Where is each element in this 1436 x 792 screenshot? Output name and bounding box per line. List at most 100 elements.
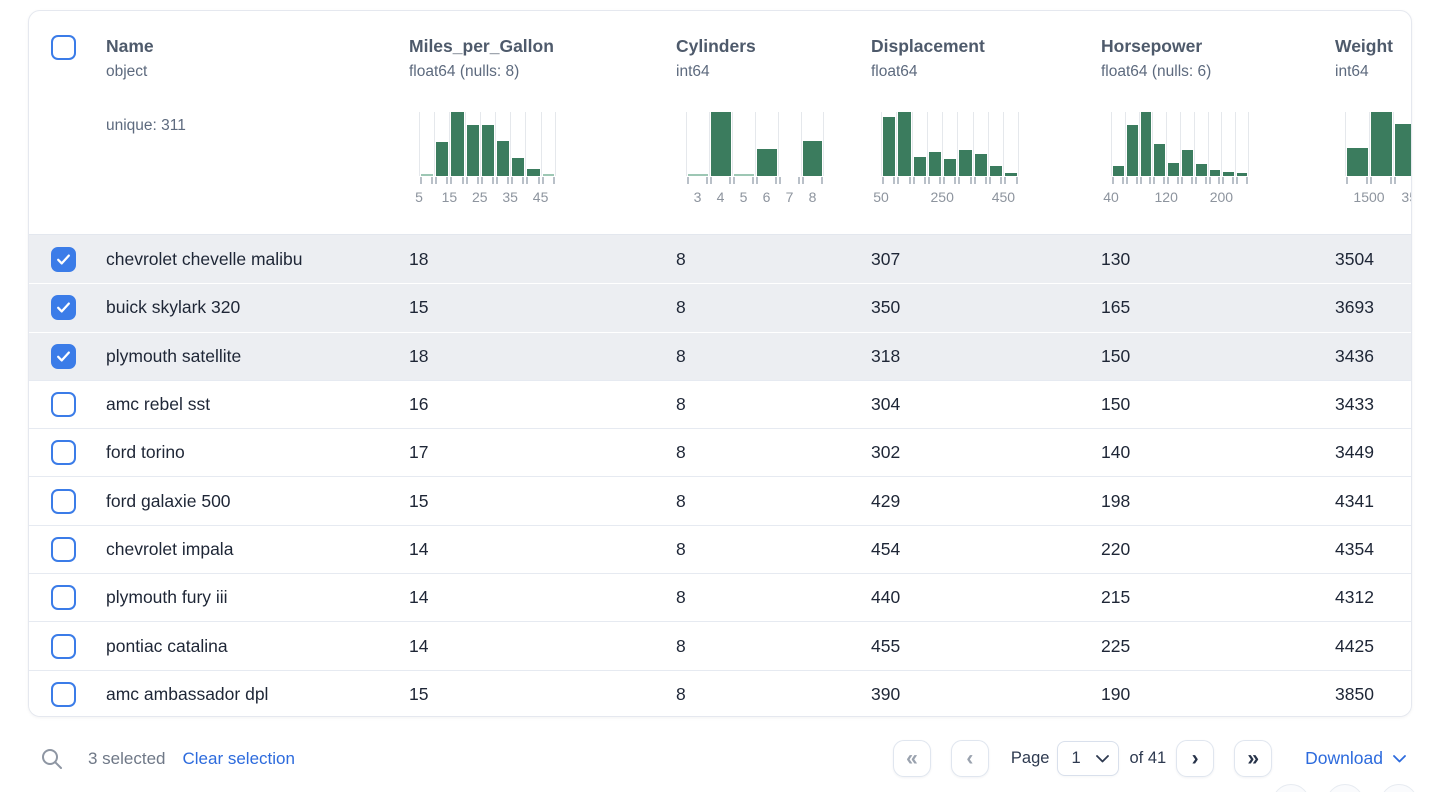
cell-name: ford torino — [106, 442, 185, 463]
table-row[interactable]: buick skylark 320 15 8 350 165 3693 — [29, 283, 1411, 332]
histogram-bar — [688, 173, 708, 176]
cell-name: buick skylark 320 — [106, 297, 241, 318]
histogram-bar — [527, 168, 540, 176]
mpg-histogram[interactable]: 5 15 25 35 45 — [409, 112, 676, 207]
axis-tick — [1125, 177, 1138, 184]
histogram-bars — [1111, 112, 1249, 176]
select-all-checkbox[interactable] — [51, 35, 76, 60]
axis-tick — [1167, 177, 1179, 184]
column-title[interactable]: Cylinders — [676, 36, 756, 56]
cell-disp: 455 — [871, 635, 901, 656]
select-all-cell — [29, 11, 106, 234]
cell-cyl: 8 — [676, 345, 686, 366]
row-checkbox[interactable] — [51, 585, 76, 611]
clear-selection-link[interactable]: Clear selection — [182, 748, 295, 768]
selected-count: 3 selected — [88, 748, 166, 768]
column-title[interactable]: Horsepower — [1101, 36, 1203, 56]
row-checkbox[interactable] — [51, 681, 76, 707]
axis-tick-label: 450 — [991, 189, 1016, 205]
axis-tick — [435, 177, 449, 184]
axis-tick — [1222, 177, 1235, 184]
row-checkbox[interactable] — [51, 295, 76, 321]
table-row[interactable]: pontiac catalina 14 8 455 225 4425 — [29, 621, 1411, 670]
cell-disp: 307 — [871, 248, 901, 269]
row-checkbox[interactable] — [51, 633, 76, 659]
cell-name: ford galaxie 500 — [106, 490, 231, 511]
axis-tick — [687, 177, 708, 184]
histogram-bar — [1195, 164, 1207, 176]
row-checkbox-cell — [29, 681, 106, 707]
histogram-bin — [1369, 112, 1393, 176]
row-checkbox[interactable] — [51, 488, 76, 514]
histogram-bin — [1124, 112, 1139, 176]
histogram-bin — [942, 112, 957, 176]
prev-page-button[interactable]: ‹ — [950, 740, 989, 777]
weight-histogram[interactable]: 1500 3500 — [1335, 112, 1411, 207]
table-row[interactable]: plymouth satellite 18 8 318 150 3436 — [29, 331, 1411, 380]
row-checkbox[interactable] — [51, 536, 76, 562]
column-dtype: object — [106, 63, 148, 80]
cell-mpg: 15 — [409, 683, 429, 704]
last-page-button[interactable]: » — [1234, 740, 1273, 777]
histogram-bar — [1347, 147, 1368, 176]
cell-name: pontiac catalina — [106, 635, 228, 656]
cell-weight: 4425 — [1335, 635, 1374, 656]
column-title[interactable]: Miles_per_Gallon — [409, 36, 554, 56]
disp-histogram[interactable]: 50 250 450 — [871, 112, 1101, 207]
row-checkbox[interactable] — [51, 392, 76, 418]
axis-tick — [973, 177, 988, 184]
histogram-bin — [896, 112, 911, 176]
histogram-bin — [686, 112, 709, 176]
histogram-bar — [883, 117, 896, 176]
histogram-bars — [686, 112, 824, 176]
histogram-bin — [540, 112, 556, 176]
cell-cyl: 8 — [676, 394, 686, 415]
histogram-bin — [494, 112, 510, 176]
cell-disp: 302 — [871, 442, 901, 463]
table-row[interactable]: ford galaxie 500 15 8 429 198 4341 — [29, 476, 1411, 525]
table-row[interactable]: chevrolet chevelle malibu 18 8 307 130 3504 — [29, 235, 1411, 284]
next-page-button[interactable]: › — [1176, 740, 1215, 777]
histogram-bin — [957, 112, 972, 176]
row-checkbox-cell — [29, 633, 106, 659]
cell-mpg: 17 — [409, 442, 429, 463]
hp-histogram[interactable]: 40 120 200 — [1101, 112, 1335, 207]
axis-tick-label: 25 — [472, 189, 488, 205]
histogram-bar — [803, 140, 822, 176]
row-checkbox[interactable] — [51, 343, 76, 369]
cell-weight: 3693 — [1335, 297, 1374, 318]
table-row[interactable]: plymouth fury iii 14 8 440 215 4312 — [29, 573, 1411, 622]
histogram-axis-ticks — [419, 177, 676, 184]
table-row[interactable]: amc ambassador dpl 15 8 390 190 3850 — [29, 669, 1411, 716]
histogram-bar — [1395, 123, 1411, 176]
histogram-bar — [1237, 172, 1247, 176]
row-checkbox[interactable] — [51, 440, 76, 466]
histogram-bin — [1003, 112, 1019, 176]
table-row[interactable]: chevrolet impala 14 8 454 220 4354 — [29, 524, 1411, 574]
first-page-button[interactable]: « — [892, 740, 931, 777]
axis-tick-label: 15 — [441, 189, 458, 205]
download-menu[interactable]: Download — [1305, 748, 1406, 769]
axis-tick — [1139, 177, 1152, 184]
table-header: Name object unique: 311 Miles_per_Gallon flo… — [29, 11, 1411, 235]
table-row[interactable]: ford torino 17 8 302 140 3449 — [29, 428, 1411, 477]
page-select[interactable]: 1 — [1057, 741, 1120, 776]
axis-tick-label: 7 — [785, 189, 794, 205]
search-icon[interactable] — [40, 747, 64, 771]
table-row[interactable]: amc rebel sst 16 8 304 150 3433 — [29, 379, 1411, 429]
axis-tick — [912, 177, 926, 184]
axis-tick — [1208, 177, 1221, 184]
column-title[interactable]: Name — [106, 36, 154, 56]
column-title[interactable]: Displacement — [871, 36, 985, 56]
axis-tick — [1194, 177, 1207, 184]
histogram-bin — [732, 112, 755, 176]
axis-tick — [480, 177, 494, 184]
column-dtype: float64 (nulls: 6) — [1101, 63, 1212, 80]
row-checkbox[interactable] — [51, 246, 76, 272]
histogram-bin — [778, 112, 801, 176]
column-title[interactable]: Weight — [1335, 36, 1394, 56]
cell-cyl: 8 — [676, 635, 686, 656]
footer-bar: 3 selected Clear selection « ‹ Page 1 of… — [0, 717, 1436, 792]
